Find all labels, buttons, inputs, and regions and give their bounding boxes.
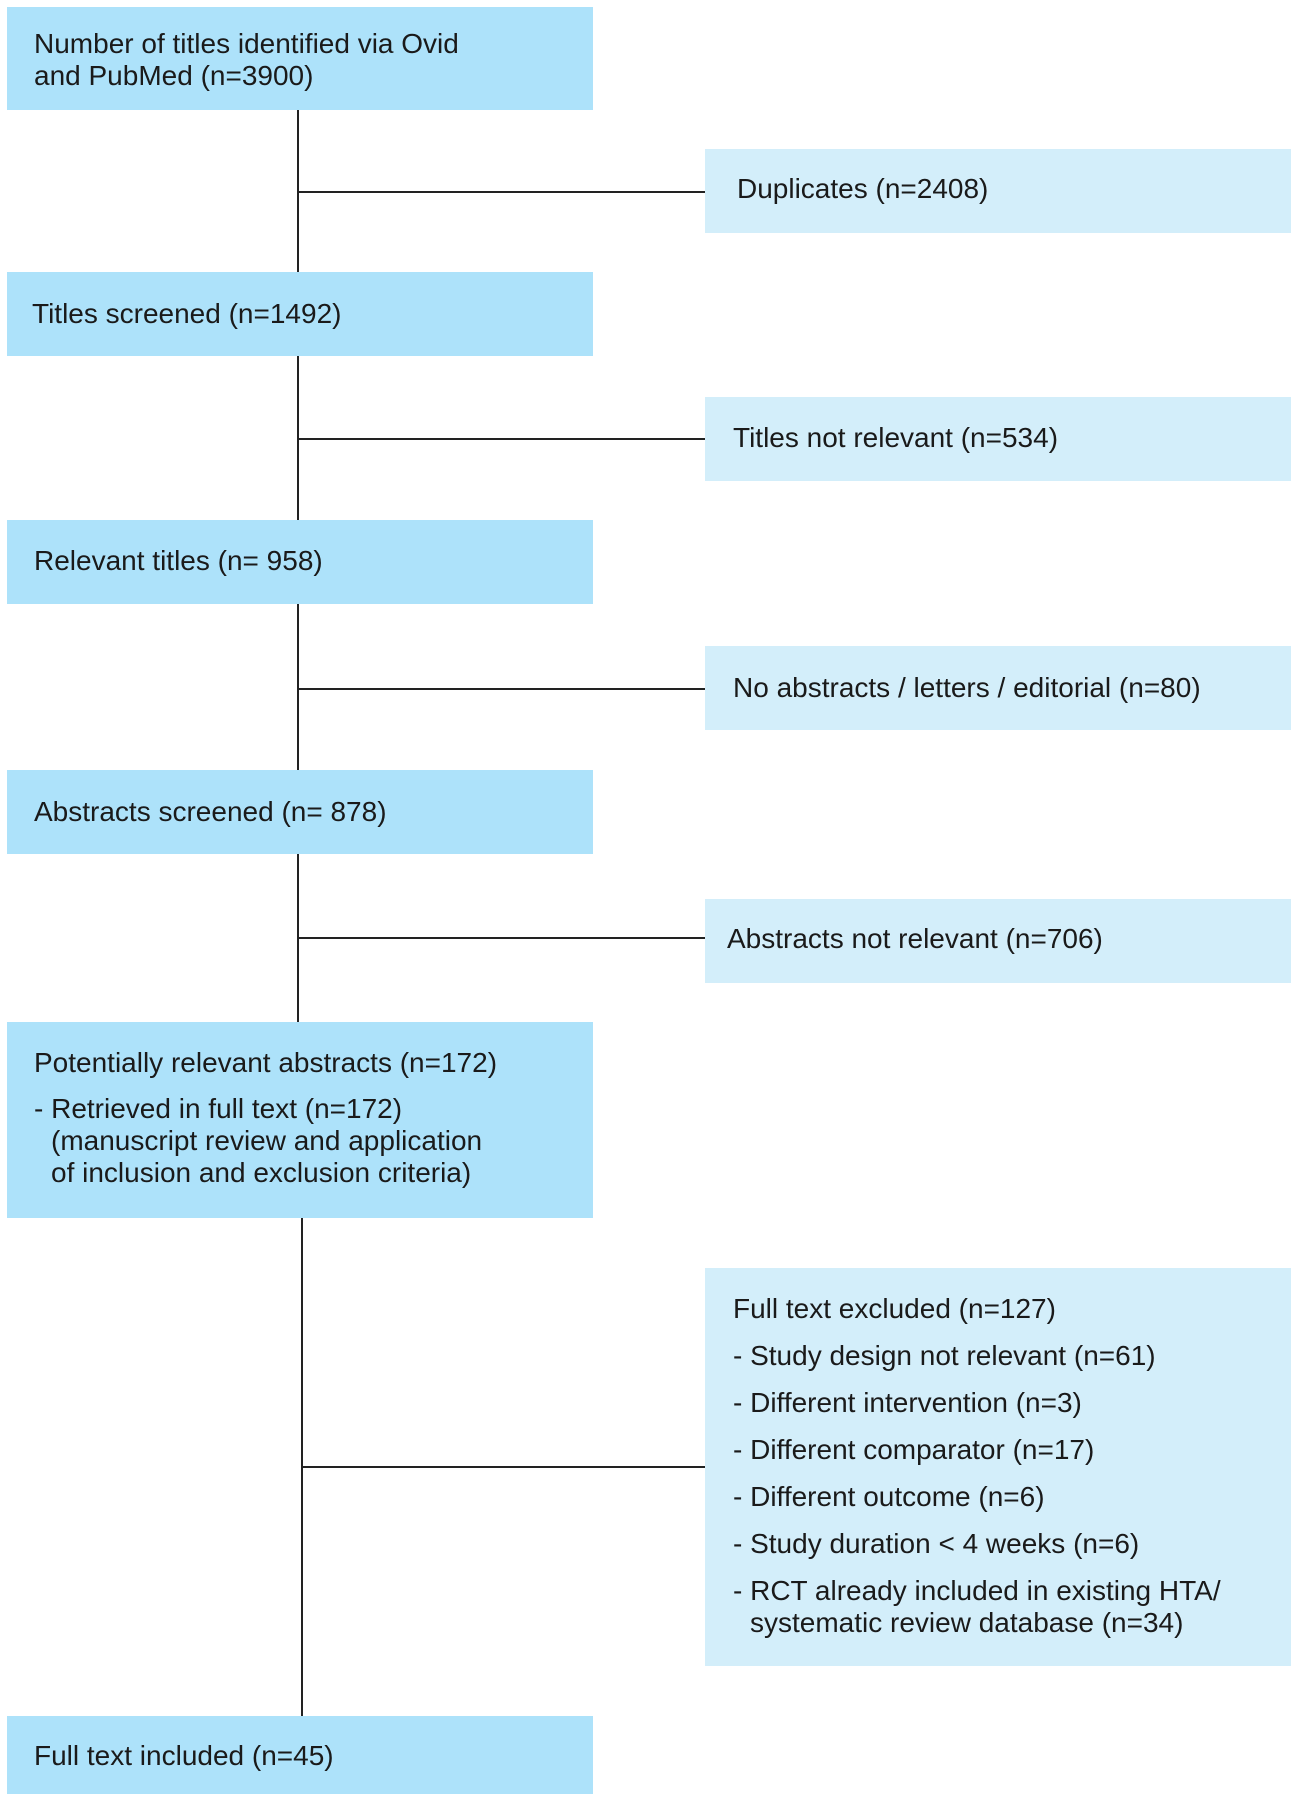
abstracts-screened-label: Abstracts screened (n= 878) — [34, 796, 387, 827]
box-duplicates: Duplicates (n=2408) — [705, 149, 1291, 233]
relevant-titles-label: Relevant titles (n= 958) — [34, 545, 323, 576]
box-potentially-relevant: Potentially relevant abstracts (n=172) -… — [7, 1022, 593, 1218]
titles-identified-line-2: and PubMed (n=3900) — [34, 60, 314, 91]
full-text-included-label: Full text included (n=45) — [34, 1740, 334, 1771]
box-relevant-titles: Relevant titles (n= 958) — [7, 520, 593, 604]
box-no-abstracts: No abstracts / letters / editorial (n=80… — [705, 646, 1291, 730]
titles-screened-label: Titles screened (n=1492) — [32, 298, 342, 329]
titles-identified-line-1: Number of titles identified via Ovid — [34, 28, 459, 59]
exclusion-reason-item: - Different comparator (n=17) — [733, 1434, 1095, 1465]
connector-branch-no-abstracts — [297, 688, 705, 690]
exclusion-reason-item: - Different outcome (n=6) — [733, 1481, 1045, 1512]
exclusion-reason-item: - RCT already included in existing HTA/ — [733, 1575, 1221, 1606]
abstracts-not-relevant-label: Abstracts not relevant (n=706) — [727, 923, 1103, 954]
exclusion-reason-item: - Different intervention (n=3) — [733, 1387, 1082, 1418]
retrieved-detail-line-2: of inclusion and exclusion criteria) — [51, 1157, 472, 1188]
titles-not-relevant-label: Titles not relevant (n=534) — [733, 422, 1059, 453]
box-titles-screened: Titles screened (n=1492) — [7, 272, 593, 356]
duplicates-label: Duplicates (n=2408) — [737, 173, 989, 204]
connector-branch-titles-not-relevant — [297, 438, 705, 440]
connector-branch-duplicates — [297, 191, 705, 193]
box-titles-identified: Number of titles identified via Ovid and… — [7, 7, 593, 110]
exclusion-reason-continuation: systematic review database (n=34) — [750, 1607, 1184, 1638]
exclusion-reason-item: - Study duration < 4 weeks (n=6) — [733, 1528, 1140, 1559]
potentially-relevant-title: Potentially relevant abstracts (n=172) — [34, 1047, 498, 1078]
full-text-excluded-title: Full text excluded (n=127) — [733, 1293, 1056, 1324]
box-full-text-excluded: Full text excluded (n=127) - Study desig… — [705, 1268, 1291, 1666]
retrieved-detail-line-1: (manuscript review and application — [51, 1125, 483, 1156]
connector-branch-full-text-excluded — [301, 1466, 705, 1468]
box-abstracts-not-relevant: Abstracts not relevant (n=706) — [705, 899, 1291, 983]
no-abstracts-label: No abstracts / letters / editorial (n=80… — [733, 672, 1201, 703]
connector-trunk-3 — [297, 604, 299, 770]
connector-branch-abstracts-not-relevant — [297, 937, 705, 939]
box-titles-not-relevant: Titles not relevant (n=534) — [705, 397, 1291, 481]
retrieved-full-text-item: - Retrieved in full text (n=172) — [34, 1093, 403, 1124]
box-full-text-included: Full text included (n=45) — [7, 1716, 593, 1794]
box-abstracts-screened: Abstracts screened (n= 878) — [7, 770, 593, 854]
exclusion-reason-item: - Study design not relevant (n=61) — [733, 1340, 1156, 1371]
